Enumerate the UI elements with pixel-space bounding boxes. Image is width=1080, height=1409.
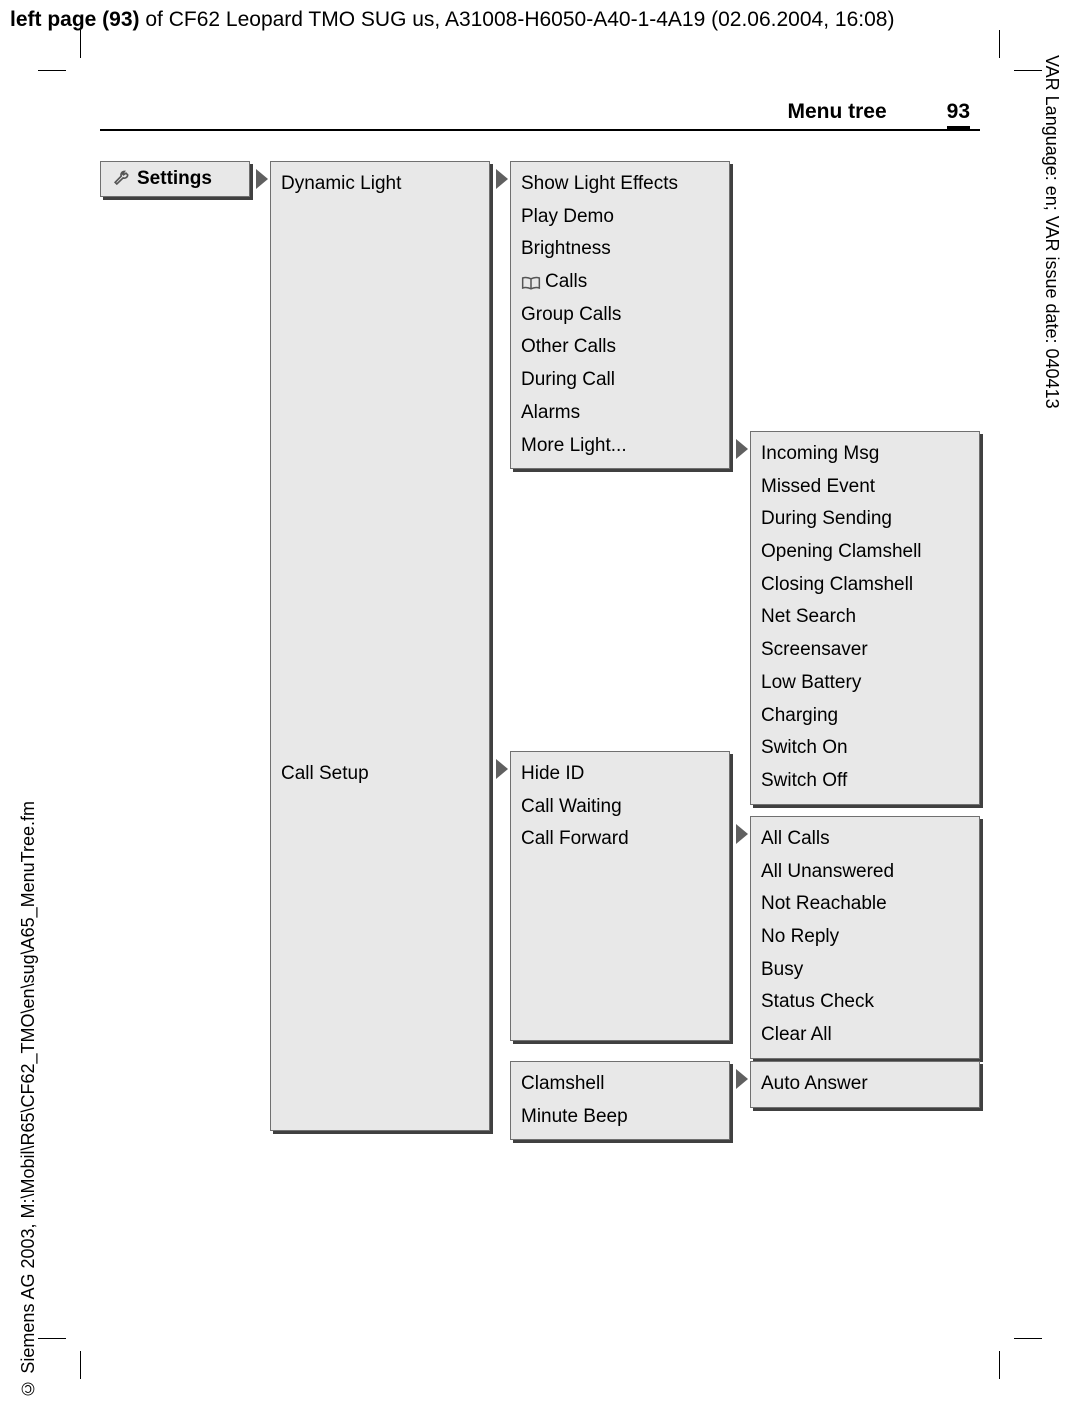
settings-label: Settings [137, 168, 212, 190]
crop-mark [1014, 70, 1042, 71]
menu-item: Not Reachable [761, 888, 969, 921]
arrow-icon [496, 169, 508, 189]
col3-box1: Show Light Effects Play Demo Brightness … [510, 161, 730, 469]
side-text-right: VAR Language: en; VAR issue date: 040413 [1041, 55, 1062, 409]
arrow-icon [736, 824, 748, 844]
crop-mark [999, 30, 1000, 58]
call-setup-label: Call Setup [281, 758, 369, 791]
menu-item: All Calls [761, 823, 969, 856]
col4-box1: Incoming Msg Missed Event During Sending… [750, 431, 980, 805]
menu-item: Low Battery [761, 667, 969, 700]
col3-box3: Clamshell Minute Beep [510, 1061, 730, 1140]
menu-item: Switch Off [761, 765, 969, 798]
menu-item: Busy [761, 954, 969, 987]
page-number: 93 [947, 100, 970, 131]
menu-item: All Unanswered [761, 856, 969, 889]
menu-item: Closing Clamshell [761, 569, 969, 602]
menu-item: Status Check [761, 986, 969, 1019]
col4-box3: Auto Answer [750, 1061, 980, 1108]
menu-item: Switch On [761, 732, 969, 765]
menu-item: Call Forward [521, 823, 719, 856]
crop-mark [80, 30, 81, 58]
menu-item: Opening Clamshell [761, 536, 969, 569]
col2-box: Dynamic Light Call Setup [270, 161, 490, 1131]
document-header: left page (93) of CF62 Leopard TMO SUG u… [10, 8, 894, 32]
arrow-icon [496, 759, 508, 779]
menu-item: More Light... [521, 430, 719, 463]
menu-item: Hide ID [521, 758, 719, 791]
arrow-icon [736, 439, 748, 459]
col4-box2: All Calls All Unanswered Not Reachable N… [750, 816, 980, 1059]
arrow-icon [736, 1069, 748, 1089]
book-icon [521, 274, 541, 290]
col3-box2: Hide ID Call Waiting Call Forward [510, 751, 730, 1041]
menu-item: Auto Answer [761, 1068, 969, 1101]
menu-item: Missed Event [761, 471, 969, 504]
header-bold: left page (93) [10, 8, 140, 31]
menu-item: Alarms [521, 397, 719, 430]
menu-item: During Call [521, 364, 719, 397]
menu-item: Call Waiting [521, 791, 719, 824]
page-content: Menu tree 93 Settings Dynamic Light Call… [100, 100, 980, 161]
menu-item: Show Light Effects [521, 168, 719, 201]
crop-mark [38, 70, 66, 71]
menu-item: Clamshell [521, 1068, 719, 1101]
menu-item: Clear All [761, 1019, 969, 1052]
menu-item: Minute Beep [521, 1101, 719, 1134]
crop-mark [80, 1351, 81, 1379]
dynamic-light-label: Dynamic Light [281, 168, 401, 201]
menu-item: Other Calls [521, 331, 719, 364]
menu-item: Incoming Msg [761, 438, 969, 471]
arrow-icon [256, 169, 268, 189]
page-title: Menu tree [787, 100, 886, 124]
menu-item: Screensaver [761, 634, 969, 667]
page-header: Menu tree 93 [100, 100, 980, 131]
crop-mark [1014, 1338, 1042, 1339]
header-rest: of CF62 Leopard TMO SUG us, A31008-H6050… [140, 8, 895, 31]
settings-box: Settings [100, 161, 250, 197]
menu-item: Net Search [761, 601, 969, 634]
crop-mark [999, 1351, 1000, 1379]
menu-item: Brightness [521, 233, 719, 266]
wrench-icon [111, 169, 131, 189]
crop-mark [38, 1338, 66, 1339]
menu-item: During Sending [761, 503, 969, 536]
side-text-left: © Siemens AG 2003, M:\Mobil\R65\CF62_TMO… [18, 801, 39, 1399]
menu-item: Play Demo [521, 201, 719, 234]
menu-item: No Reply [761, 921, 969, 954]
menu-item: Calls [521, 266, 719, 299]
menu-item-label: Calls [545, 271, 587, 292]
menu-item: Charging [761, 700, 969, 733]
menu-item: Group Calls [521, 299, 719, 332]
